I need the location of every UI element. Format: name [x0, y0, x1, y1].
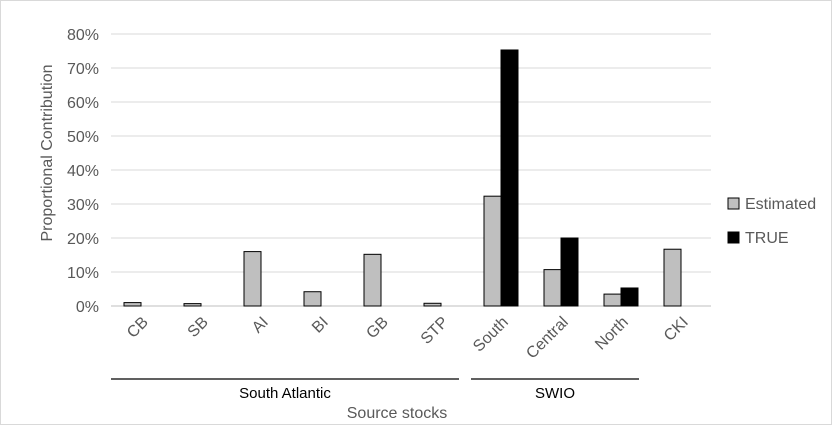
- x-tick-label: North: [592, 314, 632, 354]
- x-tick-label: South: [470, 314, 512, 356]
- bar-estimated-ai: [243, 251, 262, 307]
- bar-estimated-cb: [123, 302, 142, 307]
- legend-swatch-estimated: [727, 197, 740, 210]
- gridlines: [111, 33, 711, 307]
- x-tick-label: CB: [124, 314, 152, 342]
- legend-label: Estimated: [745, 196, 816, 213]
- y-tick-label: 70%: [67, 61, 99, 78]
- x-tick-label: SB: [185, 314, 212, 341]
- bar-estimated-north: [603, 293, 622, 307]
- y-axis-ticks: 0% 10% 20% 30% 40% 50% 60% 70% 80%: [67, 27, 99, 316]
- bar-estimated-central: [543, 269, 562, 307]
- bar-true-south: [500, 49, 519, 307]
- x-tick-label: BI: [309, 314, 332, 337]
- bar-true-north: [620, 287, 639, 307]
- x-tick-label: STP: [418, 314, 452, 348]
- bar-estimated-stp: [423, 302, 442, 307]
- bar-estimated-cki: [663, 248, 682, 307]
- x-tick-label: GB: [363, 314, 391, 342]
- y-tick-label: 20%: [67, 231, 99, 248]
- y-tick-label: 10%: [67, 265, 99, 282]
- bars: [123, 49, 682, 307]
- x-tick-label: Central: [523, 314, 571, 362]
- legend-label: TRUE: [745, 230, 789, 247]
- group-label: SWIO: [535, 385, 575, 402]
- x-tick-label: CKI: [661, 314, 692, 345]
- x-axis-title: Source stocks: [347, 405, 447, 422]
- bar-estimated-sb: [183, 303, 202, 307]
- bar-estimated-bi: [303, 291, 322, 307]
- y-axis-title: Proportional Contribution: [39, 65, 56, 242]
- bar-true-central: [560, 237, 579, 307]
- y-tick-label: 0%: [76, 299, 99, 316]
- bar-estimated-gb: [363, 253, 382, 307]
- y-tick-label: 50%: [67, 129, 99, 146]
- y-tick-label: 40%: [67, 163, 99, 180]
- y-tick-label: 60%: [67, 95, 99, 112]
- y-tick-label: 30%: [67, 197, 99, 214]
- x-axis-category-labels: CB SB AI BI GB STP South Central North CKI: [124, 314, 692, 362]
- group-label: South Atlantic: [239, 385, 331, 402]
- legend-swatch-true: [727, 231, 740, 244]
- x-tick-label: AI: [249, 314, 272, 337]
- category-groups: South Atlantic SWIO: [111, 378, 639, 402]
- bar-estimated-south: [483, 195, 502, 307]
- legend: Estimated TRUE: [727, 196, 816, 247]
- y-tick-label: 80%: [67, 27, 99, 44]
